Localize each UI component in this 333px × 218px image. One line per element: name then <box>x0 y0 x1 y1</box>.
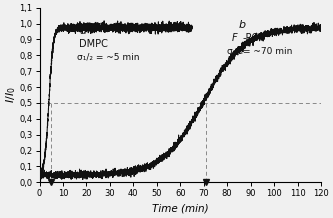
Text: DMPC: DMPC <box>79 39 108 49</box>
Text: -PC: -PC <box>242 33 259 43</box>
Text: b: b <box>239 20 246 30</box>
X-axis label: Time (min): Time (min) <box>152 204 208 214</box>
Text: σ₁/₂= ~70 min: σ₁/₂= ~70 min <box>227 47 292 56</box>
Text: a: a <box>79 26 86 36</box>
Y-axis label: $\mathit{I/I_0}$: $\mathit{I/I_0}$ <box>4 87 18 103</box>
Text: σ₁/₂ = ~5 min: σ₁/₂ = ~5 min <box>77 52 140 61</box>
Text: F: F <box>232 33 237 43</box>
